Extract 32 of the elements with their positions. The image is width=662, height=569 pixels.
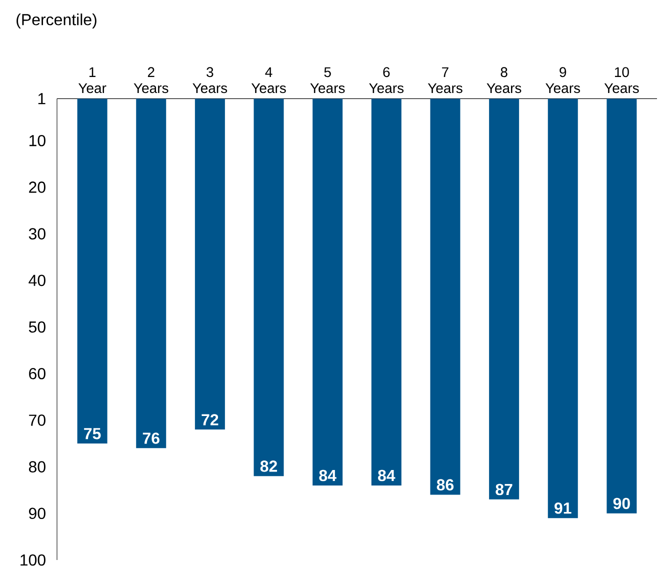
data-label: 84 <box>319 470 336 482</box>
y-tick-label: 40 <box>28 274 46 286</box>
data-label: 75 <box>84 428 101 440</box>
data-label: 87 <box>496 484 512 496</box>
x-tick-label: 7 Years <box>428 67 462 94</box>
x-tick-label: 9 Years <box>546 67 580 94</box>
x-tick-label: 5 Years <box>310 67 345 94</box>
x-tick-label: 3 Years <box>192 67 228 94</box>
x-tick-label: 1 Year <box>78 67 106 94</box>
y-tick-label: 100 <box>20 554 46 566</box>
data-label: 82 <box>260 460 278 472</box>
x-tick-label: 8 Years <box>486 67 522 94</box>
data-label: 90 <box>613 498 630 510</box>
y-tick-label: 20 <box>29 182 46 193</box>
data-label: 86 <box>436 479 454 490</box>
y-tick-label: 1 <box>38 93 46 104</box>
y-tick-label: 50 <box>28 321 46 333</box>
data-label: 76 <box>142 432 160 444</box>
x-tick-label: 2 Years <box>134 67 168 94</box>
y-axis-title: (Percentile) <box>16 14 96 28</box>
y-tick-label: 60 <box>29 368 46 380</box>
y-tick-label: 80 <box>28 461 46 472</box>
y-tick-label: 70 <box>29 414 46 426</box>
x-tick-label: 10 Years <box>604 67 639 94</box>
x-tick-label: 6 Years <box>369 67 404 94</box>
data-label: 72 <box>202 414 218 426</box>
y-tick-label: 30 <box>28 228 46 240</box>
x-tick-label: 4 Years <box>251 67 286 94</box>
data-label: 91 <box>554 502 572 514</box>
data-label: 84 <box>378 470 396 482</box>
y-tick-label: 90 <box>29 508 46 520</box>
y-tick-label: 10 <box>29 134 46 146</box>
